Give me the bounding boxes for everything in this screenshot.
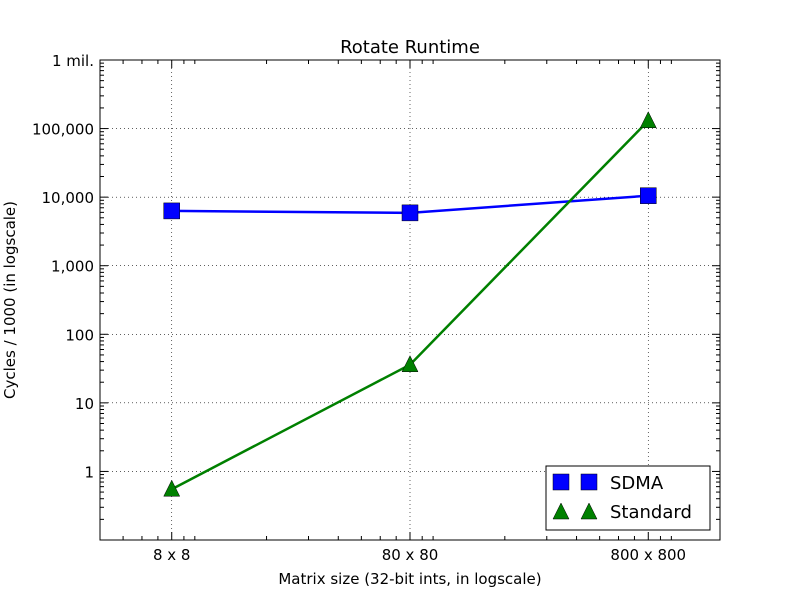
data-point-sdma [640, 187, 657, 204]
y-axis-label: Cycles / 1000 (in logscale) [1, 201, 19, 399]
data-point-standard [401, 355, 419, 372]
y-tick-label: 1 [84, 463, 94, 481]
data-point-standard [163, 479, 181, 497]
x-axis-label: Matrix size (32-bit ints, in logscale) [278, 570, 541, 588]
y-tick-label: 10,000 [42, 189, 95, 207]
legend-marker-sdma [580, 473, 598, 491]
legend-marker-sdma [552, 473, 570, 491]
legend-marker-standard [580, 502, 598, 520]
axis-ticks: 1 10 100 1,000 10,000 100,000 1 mil. 8 x 8 80 x … [32, 52, 720, 564]
y-tick-label: 100 [65, 326, 94, 344]
y-tick-label: 1 mil. [52, 52, 94, 70]
y-tick-label: 10 [75, 395, 94, 413]
legend-marker-standard [552, 502, 570, 520]
legend: SDMA Standard [545, 465, 711, 531]
legend-label-standard: Standard [610, 502, 692, 523]
legend-label-sdma: SDMA [610, 473, 664, 494]
y-tick-label: 100,000 [32, 121, 94, 139]
data-point-sdma [163, 202, 180, 220]
legend-frame [545, 465, 711, 531]
y-tick-label: 1,000 [51, 258, 94, 276]
data-point-standard [639, 111, 657, 129]
series-layer [163, 111, 657, 497]
data-point-sdma [401, 204, 419, 222]
x-tick-label: 80 x 80 [382, 546, 439, 564]
x-tick-label: 800 x 800 [610, 546, 686, 564]
chart-title: Rotate Runtime [340, 37, 480, 58]
x-tick-label: 8 x 8 [153, 546, 191, 564]
